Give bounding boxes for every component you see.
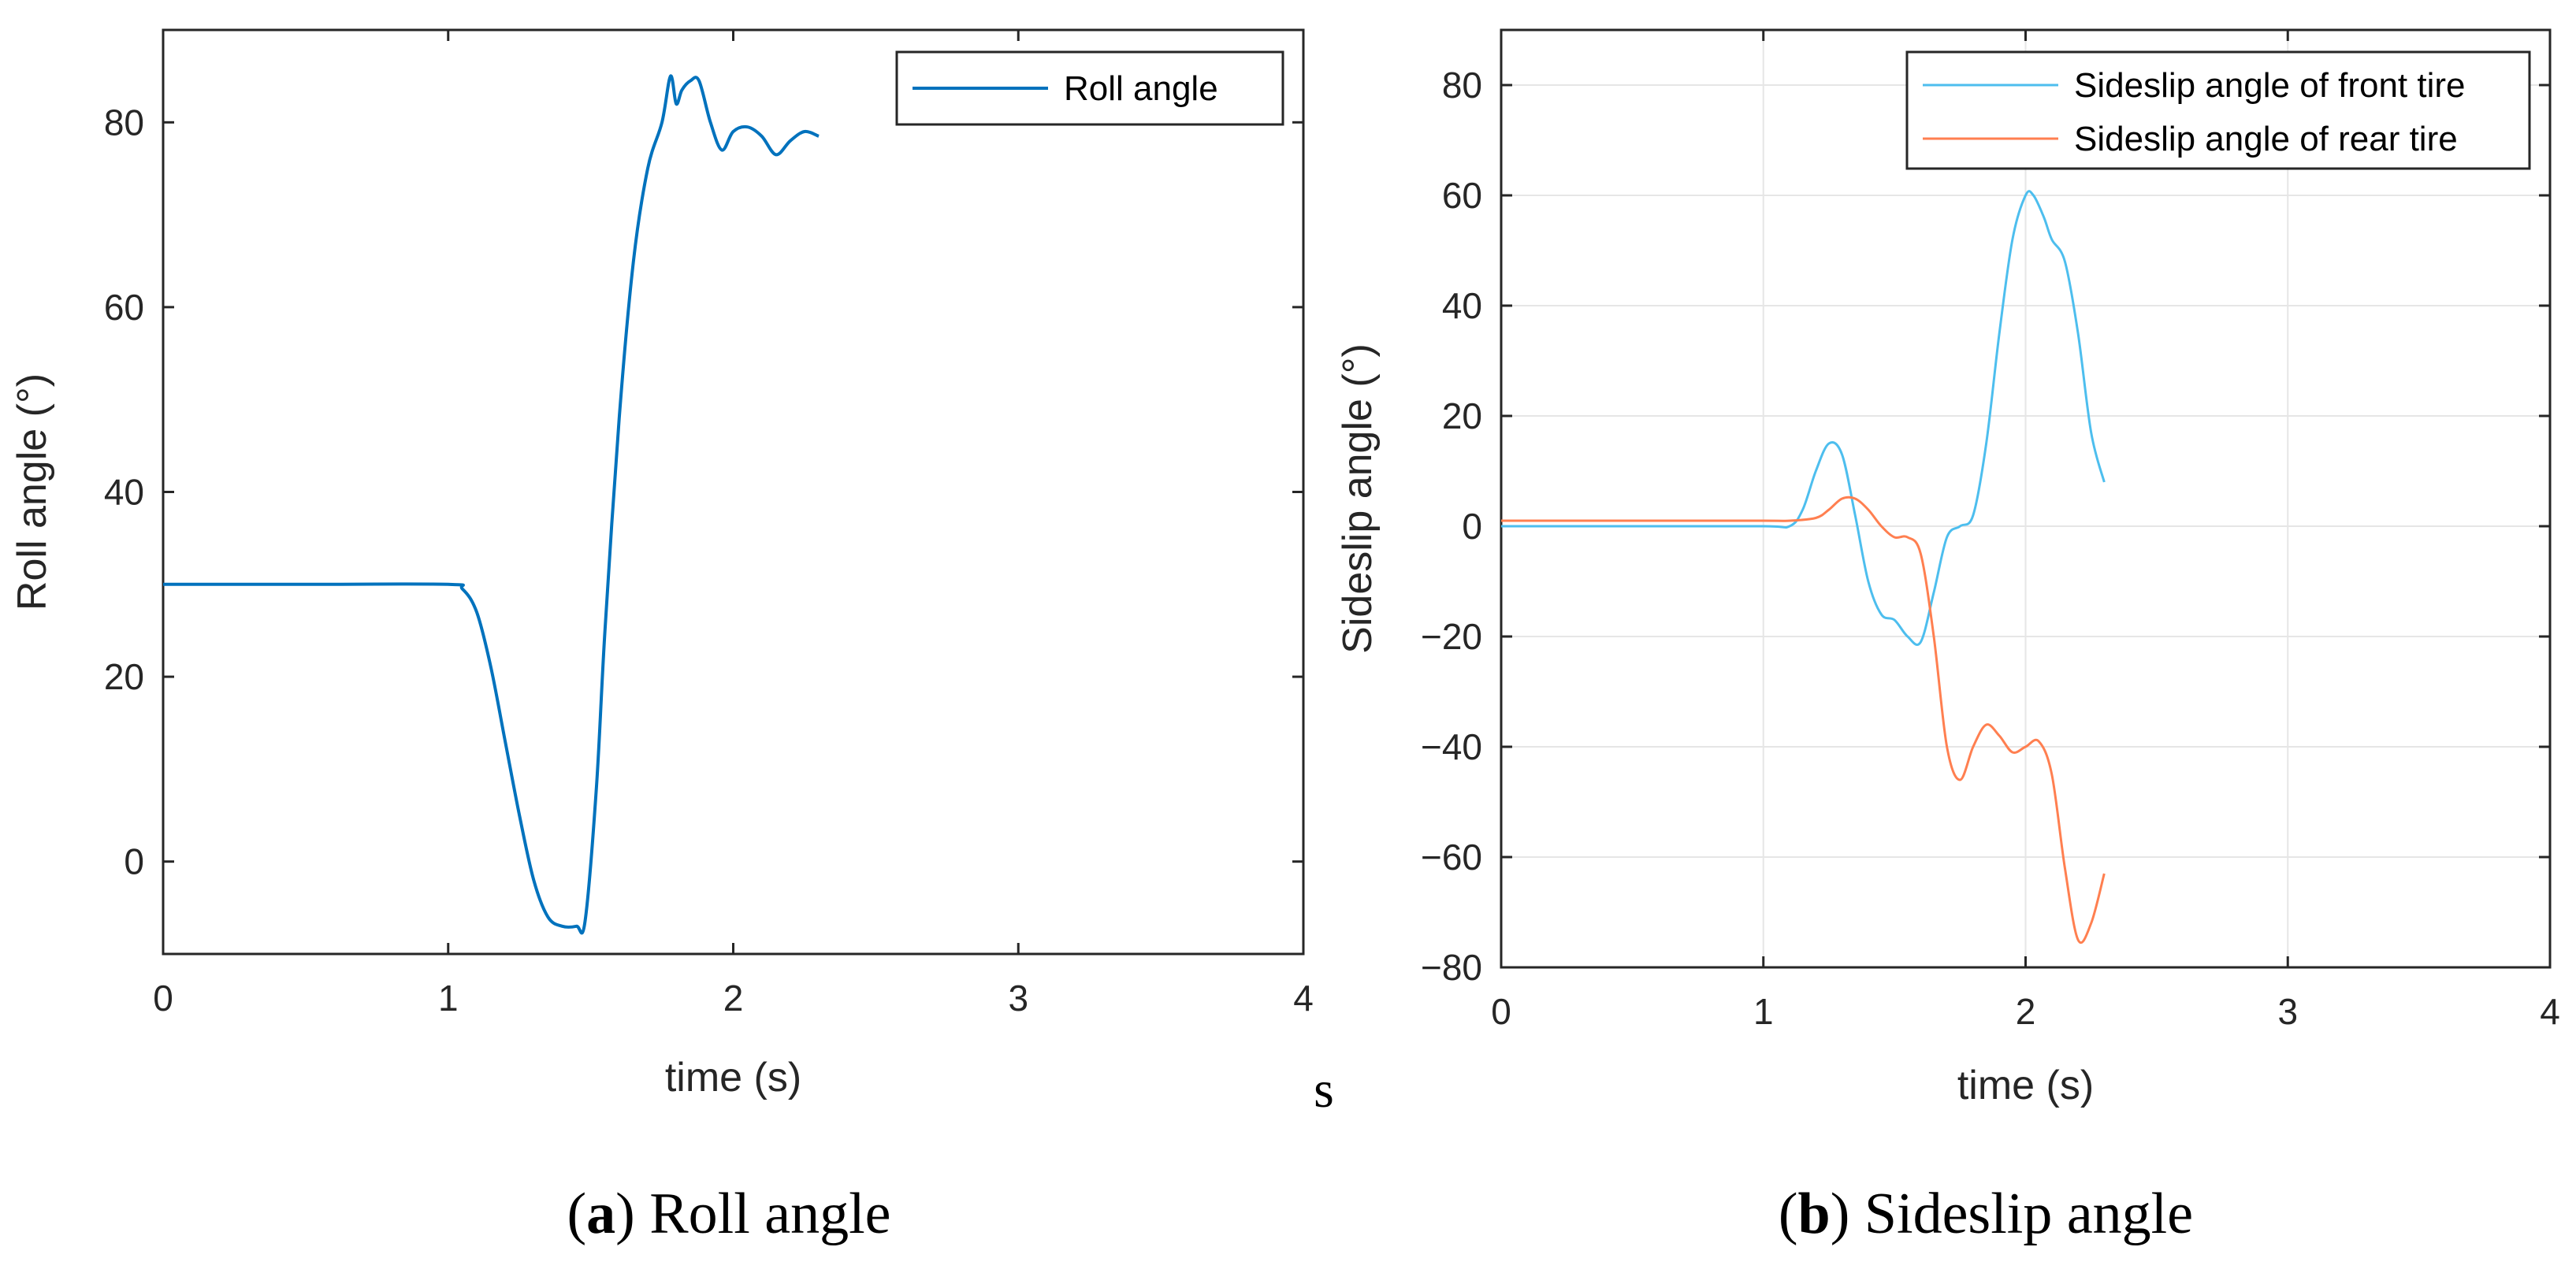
y-axis-label: Roll angle (°) xyxy=(9,373,55,611)
y-tick-label: 80 xyxy=(1442,65,1482,106)
x-tick-label: 3 xyxy=(2277,991,2298,1032)
caption-b-text: Sideslip angle xyxy=(1849,1182,2193,1246)
y-axis-label: Sideslip angle (°) xyxy=(1335,343,1381,654)
series-line-1 xyxy=(163,74,820,935)
x-axis-label: time (s) xyxy=(1957,1063,2094,1108)
x-tick-label: 2 xyxy=(723,978,744,1019)
y-tick-label: 40 xyxy=(104,472,144,513)
caption-b: (b) Sideslip angle xyxy=(1779,1182,2193,1246)
x-tick-label: 1 xyxy=(438,978,459,1019)
legend-box xyxy=(1905,50,2531,170)
caption-a-text: Roll angle xyxy=(635,1182,891,1246)
y-tick-label: 40 xyxy=(1442,285,1482,326)
y-tick-label: −80 xyxy=(1421,947,1482,988)
legend: Roll angle xyxy=(895,50,1284,126)
x-tick-label: 1 xyxy=(1753,991,1774,1032)
stray-text: s xyxy=(1314,1061,1334,1119)
caption-a-close: ) xyxy=(615,1182,635,1246)
y-tick-label: −40 xyxy=(1421,726,1482,767)
x-tick-label: 3 xyxy=(1008,978,1028,1019)
y-tick-label: −60 xyxy=(1421,837,1482,878)
x-axis-label: time (s) xyxy=(665,1055,801,1100)
y-tick-label: 60 xyxy=(104,287,144,328)
x-tick-label: 4 xyxy=(2540,991,2560,1032)
legend-label: Roll angle xyxy=(1064,69,1218,108)
caption-a-open: ( xyxy=(567,1182,586,1246)
y-tick-label: 20 xyxy=(104,656,144,697)
plot-frame xyxy=(162,28,1305,956)
y-tick-label: 20 xyxy=(1442,395,1482,436)
y-tick-label: 0 xyxy=(1462,506,1482,547)
legend: Sideslip angle of front tire Sideslip ang… xyxy=(1905,50,2531,170)
legend-label: Sideslip angle of rear tire xyxy=(2074,120,2458,158)
x-tick-label: 4 xyxy=(1293,978,1314,1019)
legend-label: Sideslip angle of front tire xyxy=(2074,66,2466,105)
x-tick-label: 0 xyxy=(153,978,173,1019)
caption-b-letter: b xyxy=(1798,1182,1831,1246)
series-line-2 xyxy=(1501,495,2106,945)
caption-b-close: ) xyxy=(1831,1182,1850,1246)
caption-a: (a) Roll angle xyxy=(567,1182,890,1246)
y-tick-label: −20 xyxy=(1421,616,1482,657)
y-tick-label: 80 xyxy=(104,102,144,143)
x-tick-label: 0 xyxy=(1491,991,1511,1032)
caption-b-open: ( xyxy=(1779,1182,1798,1246)
x-tick-label: 2 xyxy=(2016,991,2036,1032)
y-tick-label: 60 xyxy=(1442,175,1482,216)
y-tick-label: 0 xyxy=(124,841,144,882)
sideslip-angle-chart: 0 1 2 3 4 −80 −60 −40 −20 0 20 40 60 80 time (s) Sidesl… xyxy=(1335,28,2560,1108)
series-line-1 xyxy=(1501,190,2106,646)
caption-a-letter: a xyxy=(586,1182,615,1246)
